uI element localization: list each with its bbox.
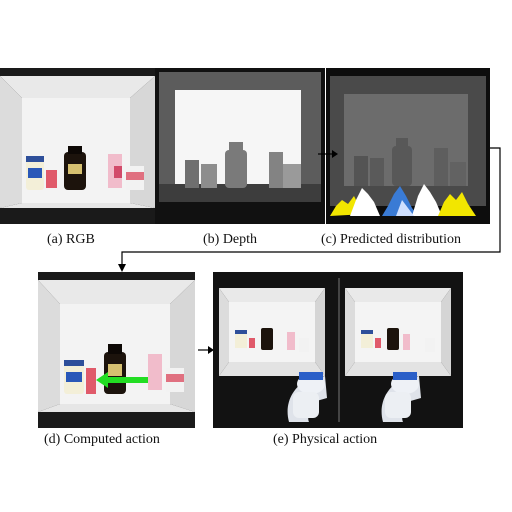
caption-predicted-distribution: (c) Predicted distribution	[321, 232, 461, 247]
panel-depth	[155, 68, 325, 224]
action-objects	[64, 344, 184, 394]
panel-physical-action	[213, 272, 463, 428]
caption-rgb: (a) RGB	[47, 232, 95, 247]
arrow-depth-to-distribution	[318, 150, 338, 158]
physical-frame-before	[219, 288, 327, 422]
caption-physical-action: (e) Physical action	[273, 432, 378, 447]
action-arrow	[96, 372, 148, 388]
panel-rgb	[0, 68, 155, 224]
arrow-action-to-physical	[198, 346, 214, 354]
physical-frame-after	[345, 288, 451, 422]
panel-predicted-distribution	[326, 68, 490, 224]
caption-computed-action: (d) Computed action	[44, 432, 160, 447]
panel-computed-action	[38, 272, 195, 428]
caption-depth: (b) Depth	[203, 232, 258, 247]
